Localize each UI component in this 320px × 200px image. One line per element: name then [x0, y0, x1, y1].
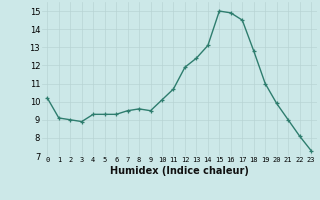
- X-axis label: Humidex (Indice chaleur): Humidex (Indice chaleur): [110, 166, 249, 176]
